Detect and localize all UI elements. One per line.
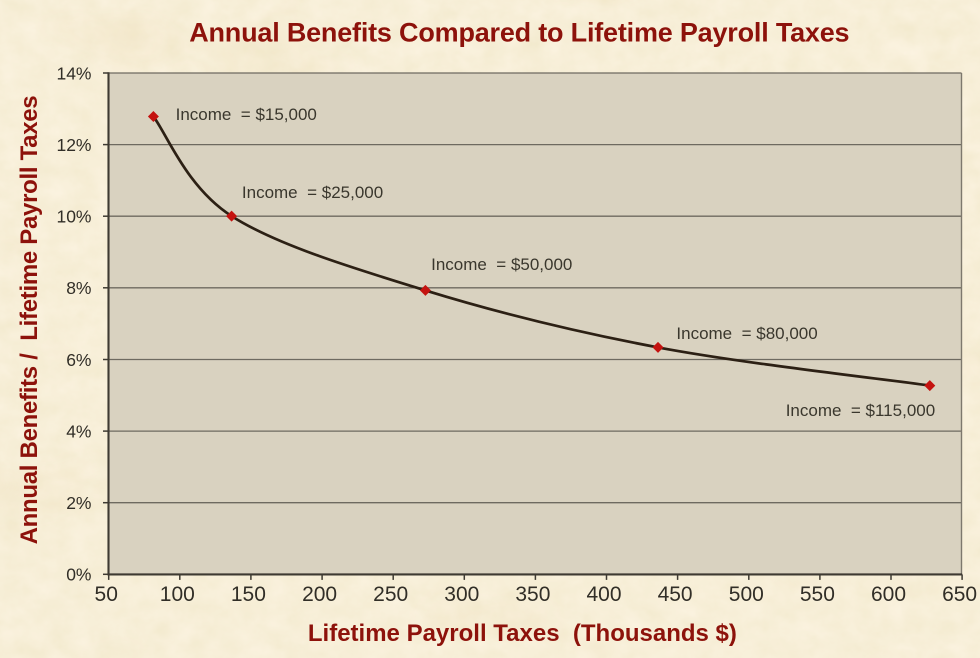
svg-text:250: 250 [373,583,408,606]
svg-text:4%: 4% [66,422,91,442]
svg-text:450: 450 [658,583,693,606]
svg-text:0%: 0% [66,565,91,585]
svg-text:Income = $25,000: Income = $25,000 [242,183,383,202]
svg-text:Income = $80,000: Income = $80,000 [676,324,817,343]
svg-text:2%: 2% [66,493,91,513]
svg-text:Income = $50,000: Income = $50,000 [431,255,572,274]
svg-text:6%: 6% [66,350,91,370]
svg-text:10%: 10% [56,207,91,227]
svg-text:50: 50 [95,583,118,606]
svg-text:500: 500 [729,583,764,606]
svg-text:150: 150 [231,583,266,606]
svg-text:600: 600 [871,583,906,606]
svg-text:Income = $115,000: Income = $115,000 [786,401,936,420]
svg-text:8%: 8% [66,278,91,298]
svg-text:Income = $15,000: Income = $15,000 [176,105,317,124]
svg-text:400: 400 [586,583,621,606]
svg-text:200: 200 [302,583,337,606]
svg-text:Lifetime Payroll Taxes (Thous: Lifetime Payroll Taxes (Thousands $) [308,620,737,647]
svg-text:12%: 12% [56,135,91,155]
svg-text:Annual Benefits / Lifetime Pa: Annual Benefits / Lifetime Payroll Taxes [16,96,43,545]
svg-text:300: 300 [444,583,479,606]
svg-text:14%: 14% [56,63,91,83]
svg-text:100: 100 [160,583,195,606]
svg-text:550: 550 [800,583,835,606]
svg-text:650: 650 [942,583,977,606]
svg-text:350: 350 [515,583,550,606]
svg-text:Annual Benefits Compared to Li: Annual Benefits Compared to Lifetime Pay… [189,17,849,47]
